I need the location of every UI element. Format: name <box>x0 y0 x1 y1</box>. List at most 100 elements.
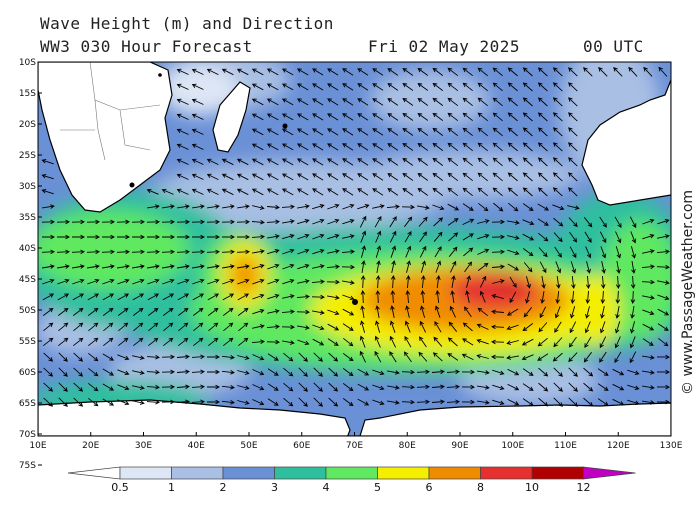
wave-arrow <box>418 351 428 362</box>
wave-arrow <box>178 322 189 332</box>
wave-arrow <box>237 204 250 209</box>
wave-arrow <box>553 397 563 407</box>
wave-arrow <box>342 113 354 121</box>
wave-arrow <box>525 276 531 289</box>
wave-arrow <box>402 172 414 181</box>
wave-arrow <box>73 382 84 392</box>
wave-arrow <box>161 219 175 225</box>
wave-arrow <box>447 112 459 122</box>
wave-arrow <box>328 352 339 362</box>
wave-arrow <box>296 294 310 299</box>
wave-arrow <box>252 249 265 254</box>
wave-arrow <box>342 173 354 181</box>
wave-arrow <box>117 354 130 361</box>
wave-arrow <box>251 339 265 344</box>
wave-arrow <box>206 249 220 255</box>
wave-arrow <box>359 335 366 348</box>
lat-label: 65S <box>19 399 36 409</box>
wave-arrow <box>102 398 115 406</box>
wave-arrow <box>523 307 533 318</box>
wave-arrow <box>73 397 84 407</box>
wave-arrow <box>375 230 382 243</box>
wave-arrow <box>191 143 204 150</box>
wave-arrow <box>163 337 174 347</box>
wave-arrow <box>177 234 190 240</box>
wave-arrow <box>327 83 339 91</box>
wave-arrow <box>251 158 264 166</box>
wave-arrow <box>193 337 204 347</box>
wave-arrow <box>191 369 205 375</box>
wave-arrow <box>86 249 100 255</box>
wave-arrow <box>522 172 533 182</box>
wave-arrow <box>402 112 414 121</box>
wave-arrow <box>237 400 250 405</box>
wave-arrow <box>207 278 220 285</box>
wave-arrow <box>642 385 655 390</box>
wave-arrow <box>615 275 621 289</box>
lon-label: 40E <box>188 441 205 451</box>
lat-label: 75S <box>19 461 36 471</box>
wave-arrow <box>477 67 488 77</box>
wave-arrow <box>537 82 548 92</box>
wave-arrow <box>251 234 265 240</box>
wave-arrow <box>552 127 563 137</box>
wave-arrow <box>176 219 190 225</box>
wave-arrow <box>357 398 370 406</box>
lon-label: 80E <box>399 441 416 451</box>
wave-arrow <box>387 400 400 405</box>
wave-arrow <box>462 172 473 182</box>
wave-arrow <box>192 278 205 285</box>
wave-arrow <box>88 397 99 407</box>
wave-arrow <box>507 383 520 391</box>
wave-arrow <box>360 275 366 289</box>
wave-arrow <box>206 173 219 181</box>
wave-arrow <box>298 397 308 407</box>
wave-arrow <box>372 369 385 376</box>
wave-arrow <box>477 112 488 122</box>
wave-arrow <box>570 290 576 304</box>
wave-arrow <box>477 97 488 107</box>
wave-arrow <box>599 336 607 349</box>
wave-arrow <box>477 233 490 240</box>
wave-arrow <box>642 218 655 225</box>
wave-arrow <box>568 157 578 167</box>
wave-arrow <box>657 294 670 301</box>
wave-arrow <box>436 275 441 289</box>
wave-arrow <box>297 279 310 284</box>
wave-arrow <box>117 369 130 376</box>
wave-arrow <box>432 187 444 196</box>
wave-arrow <box>615 290 621 304</box>
wave-arrow <box>387 83 399 91</box>
wave-arrow <box>42 278 55 285</box>
wave-arrow <box>492 172 503 182</box>
wave-arrow <box>236 219 250 225</box>
lat-label: 45S <box>19 275 36 285</box>
wave-arrow <box>327 323 340 331</box>
wave-arrow <box>283 382 294 392</box>
wave-arrow <box>252 264 265 270</box>
wave-arrow <box>585 246 592 259</box>
wave-arrow <box>465 290 470 303</box>
wave-arrow <box>405 275 411 289</box>
wave-arrow <box>491 339 505 345</box>
wave-arrow <box>568 397 578 407</box>
wave-arrow <box>88 352 99 362</box>
wave-arrow <box>417 205 430 210</box>
wave-arrow <box>283 367 294 377</box>
wave-arrow <box>176 399 190 405</box>
wave-arrow <box>372 143 384 151</box>
wave-arrow <box>223 337 234 347</box>
wave-arrow <box>102 368 115 376</box>
wave-arrow <box>372 158 384 166</box>
svg-text:© www.PassageWeather.com: © www.PassageWeather.com <box>680 190 696 395</box>
wave-arrow <box>311 279 325 284</box>
wave-arrow <box>267 278 280 285</box>
lat-label: 35S <box>19 213 36 223</box>
wave-arrow <box>58 337 69 347</box>
wave-arrow <box>161 399 175 405</box>
wave-arrow <box>191 128 204 135</box>
wave-arrow <box>522 82 533 92</box>
wave-arrow <box>57 264 70 269</box>
wave-arrow <box>522 112 533 122</box>
wave-arrow <box>568 127 578 137</box>
